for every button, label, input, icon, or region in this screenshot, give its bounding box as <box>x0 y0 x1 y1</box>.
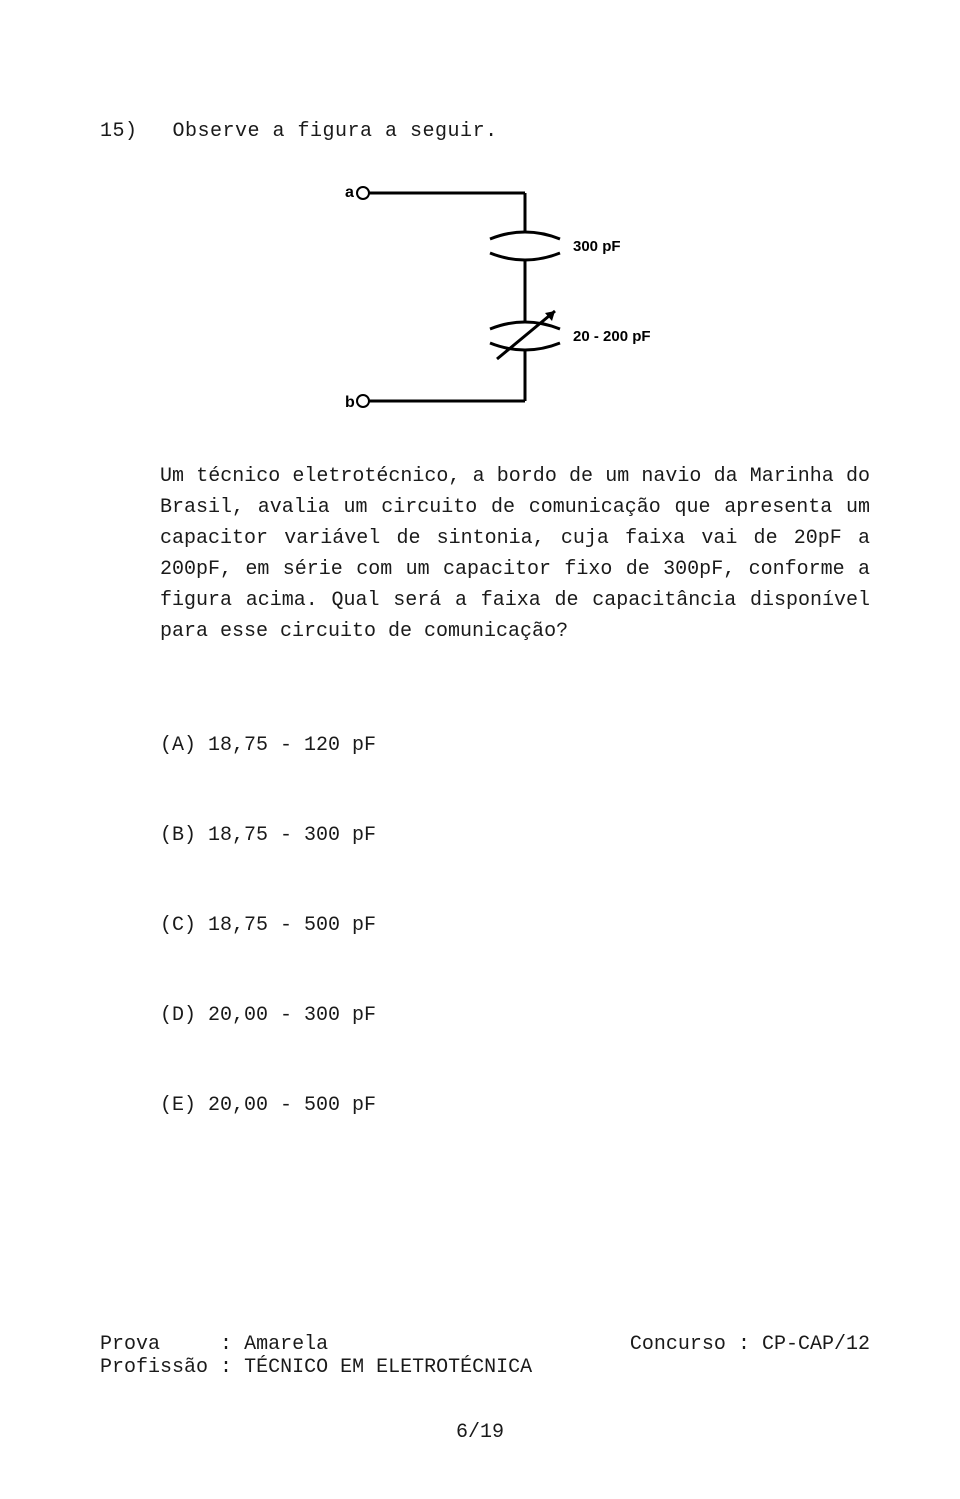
terminal-b-label: b <box>345 394 355 411</box>
option-e: (E) 20,00 - 500 pF <box>160 1091 870 1121</box>
terminal-a-label: a <box>345 184 354 201</box>
c2-label: 20 - 200 pF <box>573 328 651 345</box>
question-title: Observe a figura a seguir. <box>173 120 498 143</box>
terminal-b-node <box>357 395 369 407</box>
question-number: 15) <box>100 120 160 143</box>
c2-plate-top <box>490 322 560 329</box>
page-footer: Prova : Amarela Concurso : CP-CAP/12 Pro… <box>100 1333 870 1379</box>
option-d: (D) 20,00 - 300 pF <box>160 1001 870 1031</box>
question-body: Um técnico eletrotécnico, a bordo de um … <box>160 461 870 647</box>
option-b: (B) 18,75 - 300 pF <box>160 821 870 851</box>
page-number: 6/19 <box>0 1421 960 1444</box>
footer-profissao: Profissão : TÉCNICO EM ELETROTÉCNICA <box>100 1356 532 1379</box>
option-c: (C) 18,75 - 500 pF <box>160 911 870 941</box>
c2-plate-bottom <box>490 343 560 350</box>
footer-concurso: Concurso : CP-CAP/12 <box>630 1333 870 1356</box>
options-list: (A) 18,75 - 120 pF (B) 18,75 - 300 pF (C… <box>160 671 870 1181</box>
circuit-figure: a 300 pF 20 - 200 pF <box>100 171 870 431</box>
c1-plate-top <box>490 232 560 239</box>
question-heading: 15) Observe a figura a seguir. <box>100 120 870 143</box>
exam-page: 15) Observe a figura a seguir. a 300 pF <box>0 0 960 1499</box>
c1-label: 300 pF <box>573 238 621 255</box>
circuit-svg: a 300 pF 20 - 200 pF <box>305 171 665 431</box>
footer-prova: Prova : Amarela <box>100 1333 328 1356</box>
terminal-a-node <box>357 187 369 199</box>
c1-plate-bottom <box>490 253 560 260</box>
option-a: (A) 18,75 - 120 pF <box>160 731 870 761</box>
